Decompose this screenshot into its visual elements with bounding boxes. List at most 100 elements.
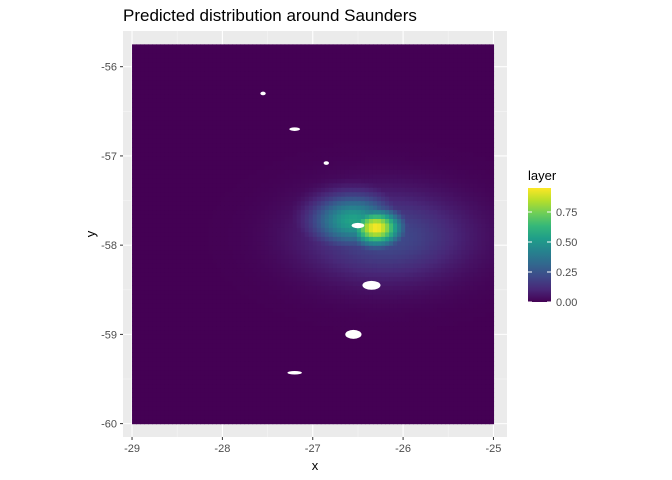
raster-cell: [409, 263, 414, 269]
raster-cell: [268, 200, 274, 206]
raster-cell: [368, 383, 374, 389]
raster-cell: [308, 227, 314, 233]
raster-cell: [260, 196, 266, 202]
raster-cell: [148, 227, 153, 233]
raster-cell: [196, 419, 201, 425]
raster-cell: [152, 419, 157, 425]
raster-cell: [284, 249, 290, 255]
raster-cell: [389, 321, 394, 327]
raster-cell: [445, 387, 450, 393]
raster-cell: [280, 178, 286, 184]
raster-cell: [481, 196, 487, 202]
raster-cell: [336, 321, 342, 327]
raster-cell: [405, 191, 410, 197]
raster-cell: [312, 254, 318, 260]
raster-cell: [445, 307, 450, 313]
raster-cell: [336, 249, 342, 255]
raster-cell: [356, 370, 362, 376]
raster-cell: [284, 307, 290, 313]
raster-cell: [304, 334, 310, 340]
raster-cell: [417, 182, 422, 188]
raster-cell: [160, 227, 165, 233]
raster-cell: [441, 325, 446, 331]
raster-cell: [461, 182, 466, 188]
raster-cell: [164, 401, 169, 407]
raster-cell: [433, 218, 438, 224]
raster-cell: [433, 200, 438, 206]
raster-cell: [212, 245, 217, 251]
raster-cell: [248, 182, 254, 188]
raster-cell: [160, 267, 165, 273]
raster-cell: [172, 191, 177, 197]
raster-cell: [204, 352, 209, 358]
raster-cell: [232, 254, 238, 260]
raster-cell: [132, 236, 137, 242]
raster-cell: [461, 227, 466, 233]
raster-cell: [188, 405, 193, 411]
raster-cell: [276, 325, 282, 331]
raster-cell: [292, 338, 298, 344]
raster-cell: [212, 182, 217, 188]
raster-cell: [413, 236, 418, 242]
raster-cell: [244, 316, 250, 322]
raster-cell: [477, 258, 482, 264]
raster-cell: [216, 187, 221, 193]
raster-cell: [272, 276, 278, 282]
raster-cell: [324, 245, 330, 251]
raster-cell: [196, 321, 201, 327]
raster-cell: [393, 374, 398, 380]
raster-cell: [425, 334, 430, 340]
raster-cell: [244, 218, 250, 224]
raster-cell: [312, 347, 318, 353]
raster-cell: [360, 245, 366, 251]
raster-cell: [200, 401, 205, 407]
raster-cell: [356, 213, 362, 219]
raster-cell: [376, 182, 382, 188]
raster-cell: [204, 249, 209, 255]
raster-cell: [421, 392, 426, 398]
raster-cell: [445, 312, 450, 318]
raster-cell: [437, 312, 442, 318]
raster-cell: [381, 419, 386, 425]
raster-cell: [244, 209, 250, 215]
raster-cell: [340, 218, 346, 224]
raster-cell: [176, 347, 181, 353]
raster-cell: [316, 294, 322, 300]
raster-cell: [140, 414, 145, 420]
raster-cell: [292, 187, 298, 193]
raster-cell: [405, 205, 410, 211]
raster-cell: [312, 285, 318, 291]
raster-cell: [168, 209, 173, 215]
raster-cell: [272, 285, 278, 291]
raster-cell: [272, 200, 278, 206]
raster-cell: [401, 200, 406, 206]
raster-cell: [264, 271, 270, 277]
raster-cell: [393, 298, 398, 304]
raster-cell: [328, 370, 334, 376]
raster-cell: [445, 289, 450, 295]
raster-cell: [473, 205, 478, 211]
raster-cell: [152, 405, 157, 411]
raster-cell: [288, 213, 294, 219]
raster-cell: [332, 352, 338, 358]
raster-cell: [485, 280, 491, 286]
raster-cell: [216, 329, 221, 335]
raster-cell: [385, 222, 390, 228]
raster-cell: [409, 329, 414, 335]
raster-cell: [360, 365, 366, 371]
raster-cell: [272, 387, 278, 393]
raster-cell: [385, 312, 390, 318]
raster-cell: [429, 280, 434, 286]
raster-cell: [200, 343, 205, 349]
raster-cell: [368, 289, 374, 295]
raster-cell: [296, 410, 302, 416]
raster-cell: [140, 289, 145, 295]
raster-cell: [332, 231, 338, 237]
raster-cell: [140, 182, 145, 188]
raster-cell: [252, 387, 258, 393]
raster-cell: [413, 370, 418, 376]
raster-cell: [288, 267, 294, 273]
raster-cell: [164, 276, 169, 282]
raster-cell: [196, 191, 201, 197]
raster-cell: [417, 191, 422, 197]
